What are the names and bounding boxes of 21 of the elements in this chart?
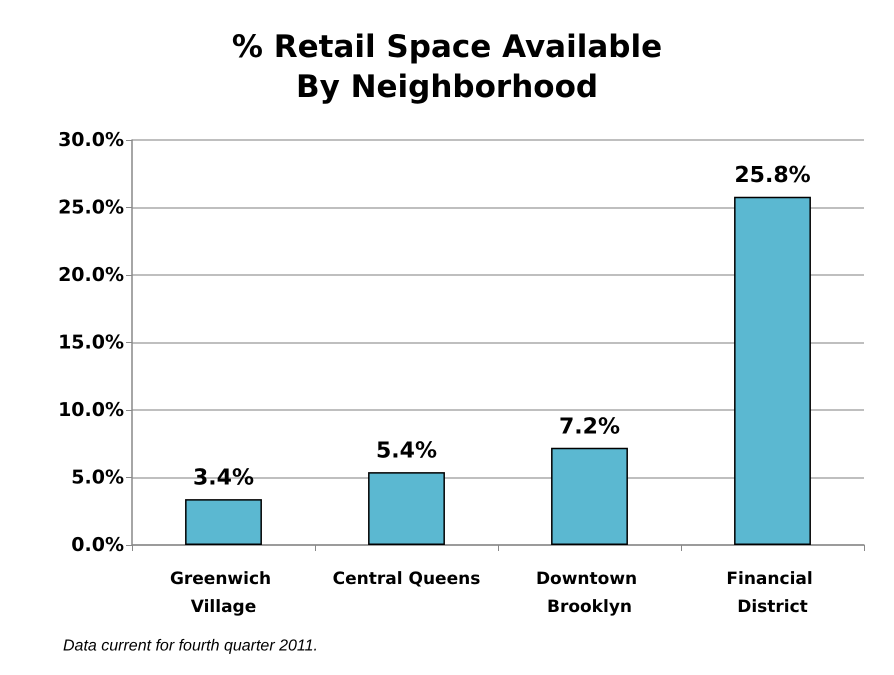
bar [368,472,445,545]
y-tick-label: 5.0% [71,466,124,488]
data-label: 25.8% [734,163,811,188]
x-tick-label: Central Queens [332,569,480,589]
data-label: 5.4% [376,438,438,464]
chart-title: % Retail Space Available By Neighborhood [232,29,662,105]
x-tick-label: Downtown Brooklyn [536,569,644,617]
text: Data current for fourth quarter 2011. [63,638,318,654]
x-tick-label: Greenwich Village [170,569,278,617]
y-tick-label: 10.0% [58,399,124,421]
data-label: 3.4% [192,466,254,491]
y-tick-label: 30.0% [58,129,124,151]
y-tick-label: 0.0% [71,534,124,556]
x-tick-label: Financial District [726,569,819,617]
bar [185,499,262,545]
bar [734,196,811,545]
data-label: 7.2% [558,414,620,440]
y-tick-label: 15.0% [58,332,124,354]
y-tick-label: 20.0% [58,264,124,286]
y-tick-label: 25.0% [58,196,124,218]
bar [551,448,628,545]
